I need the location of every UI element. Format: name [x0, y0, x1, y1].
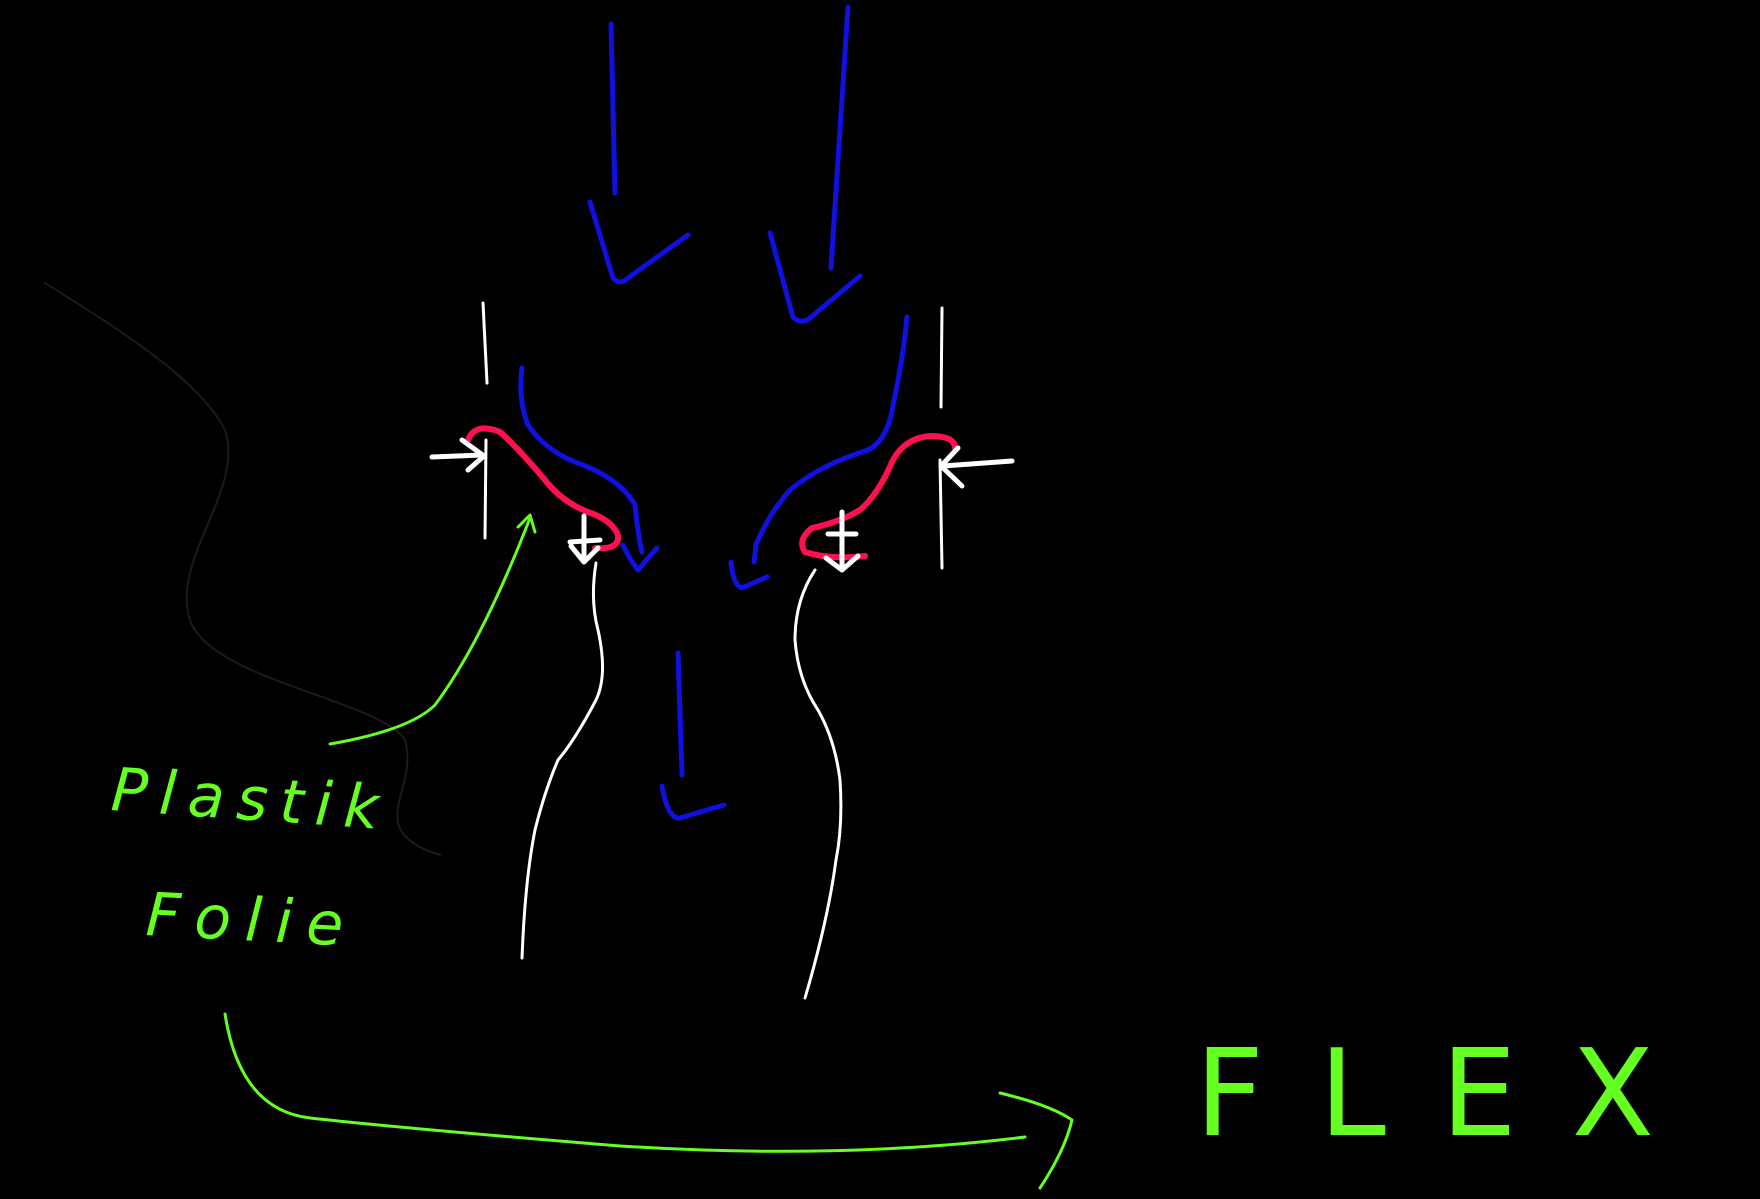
bottom-flow-shaft [675, 650, 685, 778]
force-arrow-right-shaft [940, 458, 1015, 469]
label-material-line1: Plastik [109, 755, 393, 844]
force-arrow-left-shaft [429, 452, 485, 460]
result-arrow-head [998, 1091, 1074, 1190]
wall-left-upper [481, 301, 489, 385]
wall-right-upper [939, 306, 944, 409]
inner-flow-right [751, 314, 910, 565]
wall-right-lower [938, 458, 944, 570]
neck-outlines [520, 561, 843, 1000]
seal-lip-left [465, 425, 622, 552]
inner-flow-left [518, 365, 645, 555]
pin-arrow-right-head [823, 553, 861, 573]
inner-flow-arrows [518, 314, 910, 591]
neck-line-left [520, 561, 605, 960]
bottom-flow-arrow [659, 650, 727, 821]
label-result: FLEX [1195, 1025, 1709, 1164]
force-arrows [429, 437, 1015, 489]
annotation-labels: Plastik Folie FLEX [109, 755, 1709, 1164]
inner-flow-left-head [620, 542, 660, 573]
force-arrow-right-head [938, 445, 965, 489]
seal-lips [465, 425, 958, 561]
pin-arrows [567, 509, 861, 573]
neck-line-right [793, 568, 843, 1000]
annotation-arrows [223, 513, 1074, 1190]
flow-arrow-left-head [587, 199, 691, 285]
pin-arrow-left-cross [567, 537, 603, 545]
flow-arrow-left-shaft [608, 21, 618, 196]
top-flow-arrows [587, 4, 863, 324]
faint-background-stroke [44, 282, 441, 856]
bottom-flow-head [659, 783, 727, 821]
pin-arrow-left-head [568, 543, 601, 565]
result-arrow-curve [223, 1012, 1027, 1153]
force-arrow-left-head [459, 437, 487, 473]
material-pointer-head [516, 513, 537, 534]
outer-walls [481, 301, 944, 570]
inner-flow-right-head [728, 559, 770, 591]
flow-arrow-right-shaft [828, 4, 851, 271]
flow-arrow-right-head [767, 230, 863, 324]
material-pointer-arrow [328, 516, 532, 746]
label-material-line2: Folie [144, 880, 359, 961]
seal-lip-right [799, 433, 958, 561]
